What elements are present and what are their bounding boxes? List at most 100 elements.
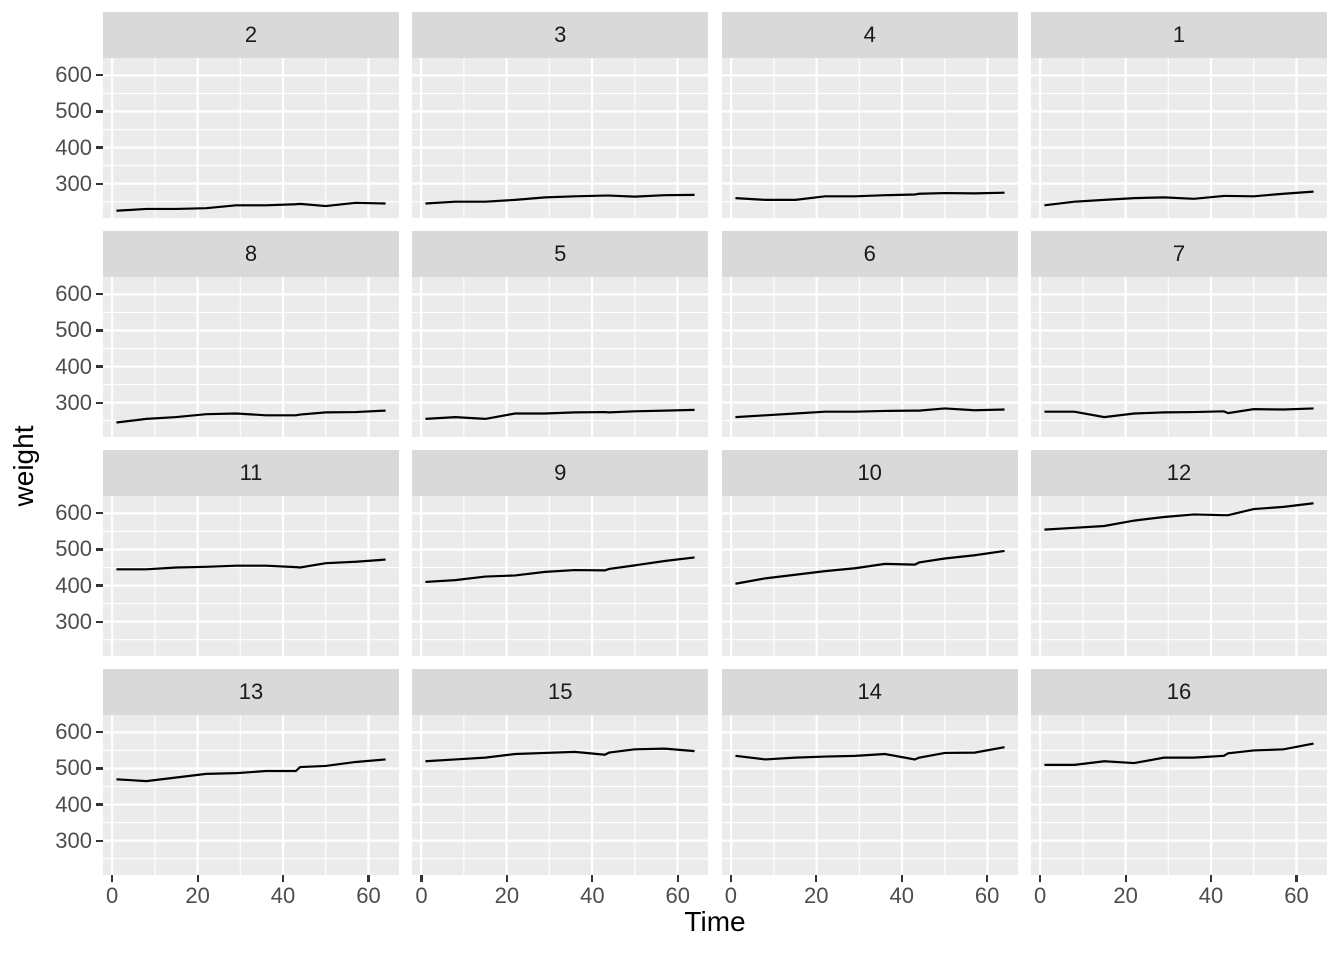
- x-tick-label: 40: [270, 883, 296, 908]
- y-tick-mark: [96, 293, 103, 296]
- facet-strip-label: 12: [1166, 460, 1192, 485]
- facet-strip: 12: [1031, 450, 1327, 496]
- x-tick-label: 60: [356, 883, 381, 908]
- x-tick-label: 40: [889, 883, 914, 908]
- grid-major: [412, 715, 709, 875]
- facet-panel: [103, 496, 399, 656]
- facet-strip: 4: [721, 12, 1018, 58]
- x-tick-label: 60: [1284, 883, 1309, 908]
- y-tick-mark: [96, 620, 103, 623]
- grid-major: [721, 496, 1018, 656]
- x-tick-label: 60: [974, 883, 1000, 908]
- weight-line: [1044, 742, 1314, 766]
- facet-panel: [412, 58, 709, 218]
- panel-background: [721, 277, 1018, 437]
- grid-minor: [103, 715, 399, 875]
- x-tick-label: 40: [1198, 883, 1224, 908]
- panel-background: [103, 715, 399, 875]
- grid-major: [412, 58, 709, 218]
- x-tick-label: 0: [724, 883, 737, 908]
- grid-minor: [412, 496, 709, 656]
- x-tick-label: 0: [415, 883, 428, 908]
- facet-strip: 2: [103, 12, 399, 58]
- weight-line: [734, 549, 1005, 585]
- x-tick-mark: [1295, 875, 1298, 882]
- facet-strip: 14: [721, 669, 1018, 715]
- facet-strip-label: 7: [1172, 241, 1186, 266]
- facet-strip: 7: [1031, 231, 1327, 277]
- facet-strip-label: 10: [857, 460, 882, 485]
- grid-minor: [103, 58, 399, 218]
- facet-panel: [1031, 58, 1327, 218]
- weight-line: [116, 201, 386, 212]
- grid-major: [1031, 58, 1327, 218]
- facet-panel: [721, 496, 1018, 656]
- grid-minor: [721, 496, 1018, 656]
- x-tick-mark: [196, 875, 199, 882]
- y-tick-mark: [96, 74, 103, 77]
- facet-strip-label: 15: [548, 679, 573, 704]
- weight-line: [425, 408, 695, 421]
- y-tick-label: 500: [55, 755, 92, 781]
- x-tick-mark: [367, 875, 370, 882]
- weight-line: [116, 409, 386, 424]
- y-tick-label: 400: [55, 572, 92, 598]
- facet-strip-label: 1: [1172, 22, 1186, 47]
- x-tick-label: 40: [580, 883, 605, 908]
- facet-strip: 3: [412, 12, 709, 58]
- x-tick-mark: [729, 875, 732, 882]
- panel-background: [721, 715, 1018, 875]
- weight-line: [116, 758, 386, 783]
- panel-background: [103, 277, 399, 437]
- grid-major: [1031, 496, 1327, 656]
- x-tick-mark: [676, 875, 679, 882]
- x-tick-label: 20: [804, 883, 829, 908]
- weight-line: [116, 558, 386, 571]
- facet-strip: 1: [1031, 12, 1327, 58]
- facet-strip: 16: [1031, 669, 1327, 715]
- grid-major: [1031, 715, 1327, 875]
- panel-background: [721, 58, 1018, 218]
- y-tick-mark: [96, 803, 103, 806]
- y-tick-label: 400: [55, 134, 92, 160]
- facet-strip-label: 4: [863, 22, 876, 47]
- facet-strip-label: 6: [863, 241, 876, 266]
- y-tick-mark: [96, 110, 103, 113]
- grid-minor: [1031, 496, 1327, 656]
- grid-major: [103, 496, 399, 656]
- facet-strip: 13: [103, 669, 399, 715]
- grid-minor: [412, 715, 709, 875]
- x-tick-mark: [986, 875, 989, 882]
- y-tick-label: 600: [55, 500, 92, 526]
- x-tick-label: 20: [185, 883, 210, 908]
- x-tick-mark: [1209, 875, 1213, 882]
- facet-panel: [412, 277, 709, 437]
- weight-line: [735, 191, 1005, 201]
- y-tick-label: 300: [55, 170, 92, 196]
- facet-strip-label: 14: [857, 679, 882, 704]
- facet-strip: 10: [721, 450, 1018, 496]
- facet-panel: [412, 496, 709, 656]
- facet-panel: [412, 715, 709, 875]
- grid-major: [721, 58, 1018, 218]
- weight-line: [1044, 407, 1314, 419]
- y-tick-label: 600: [55, 62, 92, 88]
- panel-background: [721, 496, 1018, 656]
- y-tick-label: 600: [55, 281, 92, 307]
- y-tick-label: 500: [55, 317, 92, 343]
- x-tick-label: 0: [106, 883, 119, 908]
- grid-minor: [1031, 277, 1327, 437]
- facet-panel: [1031, 277, 1327, 437]
- grid-minor: [103, 496, 399, 656]
- weight-line: [1044, 190, 1314, 207]
- facet-strip: 15: [412, 669, 709, 715]
- x-tick-mark: [420, 875, 423, 882]
- panel-background: [412, 715, 709, 875]
- facet-panel: [721, 58, 1018, 218]
- panel-background: [103, 58, 399, 218]
- y-axis-title: weight: [8, 425, 39, 507]
- y-tick-mark: [96, 182, 103, 185]
- grid-major: [1031, 277, 1327, 437]
- facet-strip: 8: [103, 231, 399, 277]
